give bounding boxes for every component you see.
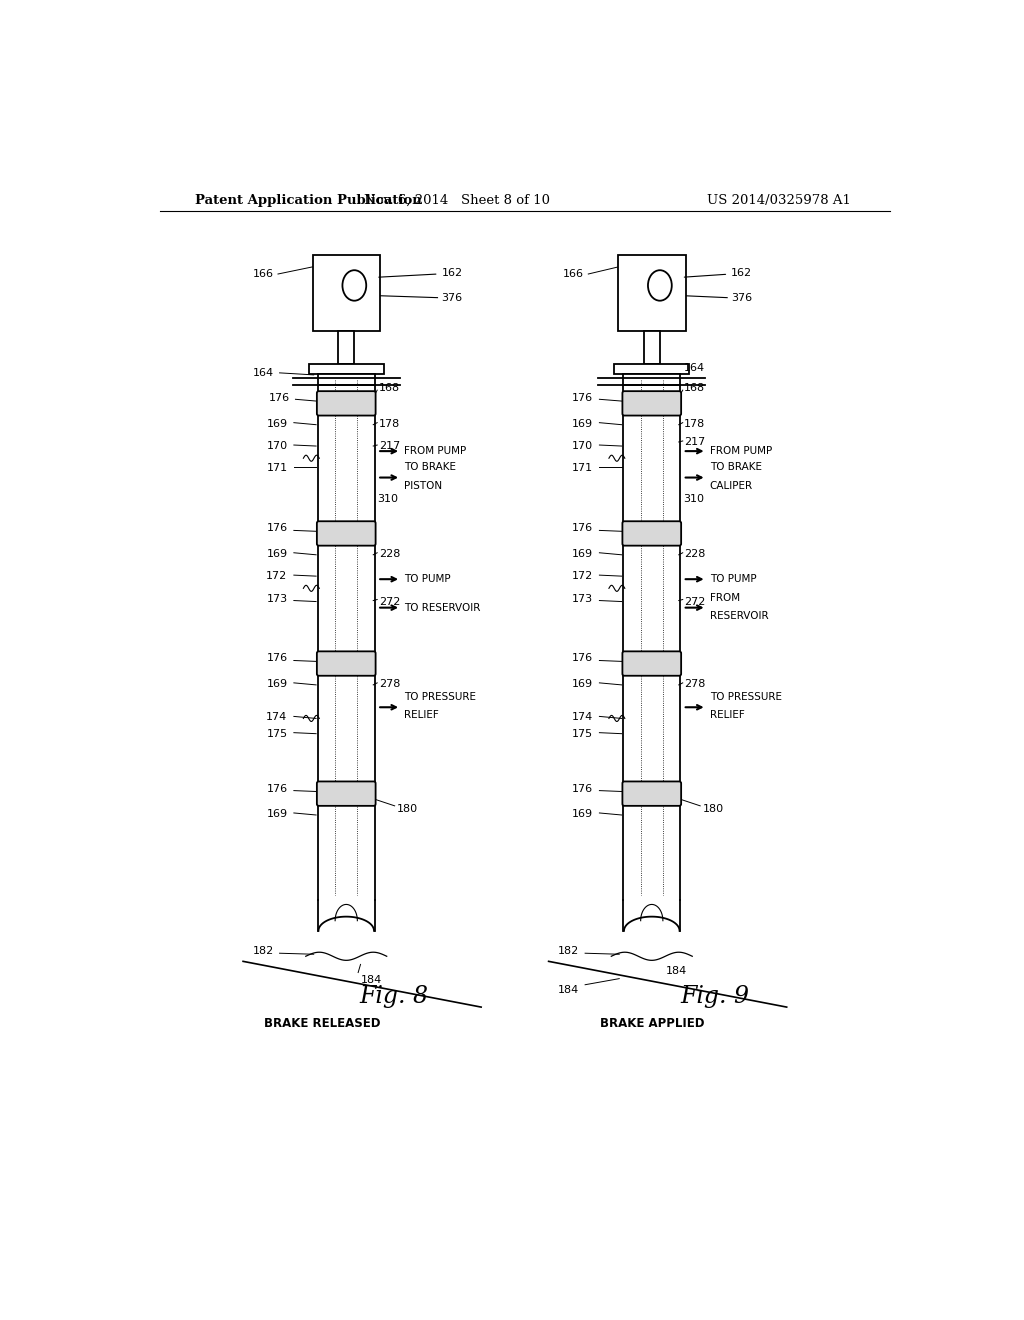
Text: 166: 166 xyxy=(253,269,274,279)
Bar xyxy=(644,331,659,364)
Text: 174: 174 xyxy=(266,713,288,722)
Bar xyxy=(308,364,384,374)
Text: CALIPER: CALIPER xyxy=(710,480,753,491)
Text: TO PRESSURE: TO PRESSURE xyxy=(404,692,476,702)
Text: PISTON: PISTON xyxy=(404,480,442,491)
Bar xyxy=(317,374,375,385)
Text: 184: 184 xyxy=(666,966,687,977)
Text: 228: 228 xyxy=(684,549,706,558)
Text: BRAKE RELEASED: BRAKE RELEASED xyxy=(264,1016,381,1030)
Text: 178: 178 xyxy=(684,418,706,429)
Text: TO BRAKE: TO BRAKE xyxy=(404,462,456,473)
Text: 278: 278 xyxy=(379,678,400,689)
Text: 174: 174 xyxy=(571,713,593,722)
Bar xyxy=(614,364,689,374)
Text: 169: 169 xyxy=(572,809,593,818)
FancyBboxPatch shape xyxy=(623,651,681,676)
Text: 184: 184 xyxy=(558,985,580,995)
Text: 169: 169 xyxy=(572,418,593,429)
Text: FROM PUMP: FROM PUMP xyxy=(404,446,466,457)
Text: 175: 175 xyxy=(572,729,593,739)
Text: 162: 162 xyxy=(684,268,753,279)
Text: 176: 176 xyxy=(572,784,593,793)
Text: 272: 272 xyxy=(684,598,706,607)
Text: 170: 170 xyxy=(266,441,288,451)
Text: 169: 169 xyxy=(266,809,288,818)
Text: 164: 164 xyxy=(684,363,706,372)
FancyBboxPatch shape xyxy=(623,521,681,545)
Text: FROM PUMP: FROM PUMP xyxy=(710,446,772,457)
FancyBboxPatch shape xyxy=(316,391,376,416)
Bar xyxy=(618,255,685,331)
Bar xyxy=(312,255,380,331)
Text: 182: 182 xyxy=(253,946,274,956)
FancyBboxPatch shape xyxy=(316,521,376,545)
FancyBboxPatch shape xyxy=(316,651,376,676)
Text: 172: 172 xyxy=(266,572,288,581)
Text: 173: 173 xyxy=(266,594,288,603)
Text: 171: 171 xyxy=(266,463,288,474)
Text: 169: 169 xyxy=(266,549,288,558)
Text: 176: 176 xyxy=(266,784,288,793)
Text: TO PUMP: TO PUMP xyxy=(404,574,451,585)
Text: FROM: FROM xyxy=(710,593,739,602)
Text: 173: 173 xyxy=(572,594,593,603)
Text: 180: 180 xyxy=(397,804,418,814)
Text: 176: 176 xyxy=(268,393,290,404)
Text: 162: 162 xyxy=(379,268,463,279)
Text: 168: 168 xyxy=(379,383,400,393)
Text: TO PRESSURE: TO PRESSURE xyxy=(710,692,781,702)
Text: Patent Application Publication: Patent Application Publication xyxy=(196,194,422,207)
Text: 166: 166 xyxy=(562,269,584,279)
Text: US 2014/0325978 A1: US 2014/0325978 A1 xyxy=(708,194,851,207)
Text: 180: 180 xyxy=(702,804,724,814)
Text: Fig. 9: Fig. 9 xyxy=(681,986,750,1008)
FancyBboxPatch shape xyxy=(623,391,681,416)
Text: BRAKE APPLIED: BRAKE APPLIED xyxy=(599,1016,705,1030)
Text: 184: 184 xyxy=(360,974,382,985)
Text: RELIEF: RELIEF xyxy=(404,710,439,721)
Text: 376: 376 xyxy=(731,293,753,302)
Text: 178: 178 xyxy=(379,418,400,429)
Text: 182: 182 xyxy=(558,946,580,956)
Text: 310: 310 xyxy=(683,494,703,504)
Text: 278: 278 xyxy=(684,678,706,689)
Text: 175: 175 xyxy=(266,729,288,739)
Text: 228: 228 xyxy=(379,549,400,558)
Text: 169: 169 xyxy=(266,418,288,429)
Text: 176: 176 xyxy=(266,523,288,533)
FancyBboxPatch shape xyxy=(316,781,376,805)
Text: 376: 376 xyxy=(441,293,463,302)
Text: 164: 164 xyxy=(253,368,274,378)
Text: 217: 217 xyxy=(684,437,706,447)
Text: TO BRAKE: TO BRAKE xyxy=(710,462,762,473)
Text: TO PUMP: TO PUMP xyxy=(710,574,757,585)
Text: 168: 168 xyxy=(684,383,706,393)
Text: Fig. 8: Fig. 8 xyxy=(359,986,428,1008)
Text: RELIEF: RELIEF xyxy=(710,710,744,721)
Text: 172: 172 xyxy=(571,572,593,581)
Text: 169: 169 xyxy=(572,549,593,558)
Text: 170: 170 xyxy=(572,441,593,451)
Text: 169: 169 xyxy=(572,678,593,689)
Text: 272: 272 xyxy=(379,598,400,607)
Text: 176: 176 xyxy=(266,653,288,664)
Text: 310: 310 xyxy=(377,494,398,504)
Text: 176: 176 xyxy=(572,523,593,533)
Text: 217: 217 xyxy=(379,441,400,451)
Text: 171: 171 xyxy=(572,463,593,474)
Bar xyxy=(624,374,680,385)
FancyBboxPatch shape xyxy=(623,781,681,805)
Bar xyxy=(338,331,354,364)
Text: 176: 176 xyxy=(572,653,593,664)
Text: TO RESERVOIR: TO RESERVOIR xyxy=(404,603,480,612)
Text: Nov. 6, 2014   Sheet 8 of 10: Nov. 6, 2014 Sheet 8 of 10 xyxy=(365,194,550,207)
Text: RESERVOIR: RESERVOIR xyxy=(710,611,768,620)
Text: 169: 169 xyxy=(266,678,288,689)
Text: 176: 176 xyxy=(572,393,593,404)
